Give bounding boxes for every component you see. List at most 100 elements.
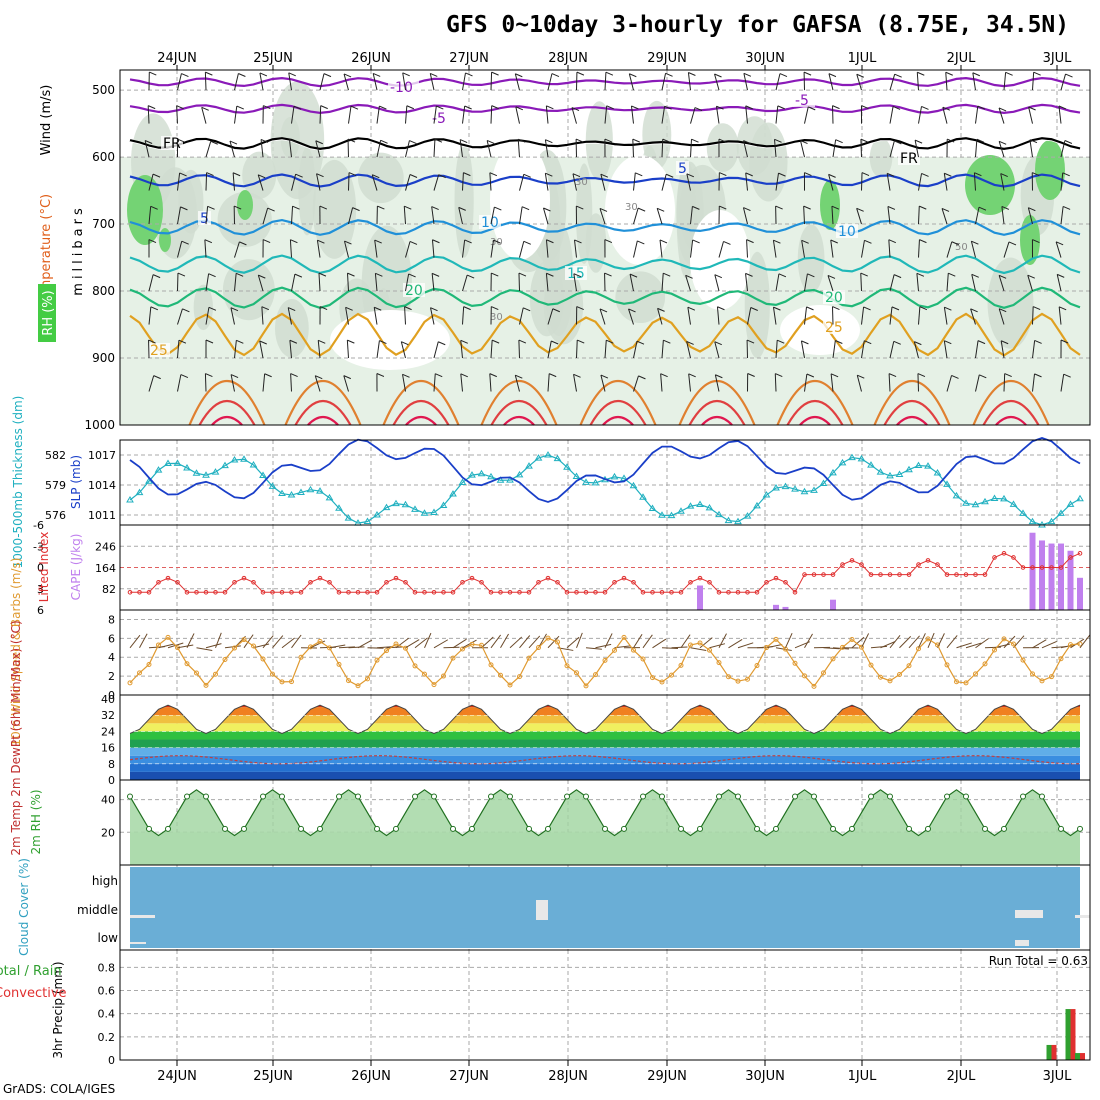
wind-barb-flag bbox=[629, 273, 638, 278]
warm-dome-contour bbox=[701, 415, 733, 426]
wind-barb-flag bbox=[258, 274, 266, 279]
wind-barb-10m bbox=[139, 633, 148, 649]
wind-barb bbox=[431, 206, 435, 225]
wind-barb bbox=[260, 139, 264, 158]
wind-barb bbox=[660, 373, 663, 392]
wind-barb-10m bbox=[785, 633, 793, 648]
wind-barb bbox=[347, 273, 349, 292]
wind-barb bbox=[462, 105, 466, 124]
thk-tick-label: 582 bbox=[45, 449, 66, 462]
wind-point bbox=[412, 663, 418, 669]
wind-barb-10m bbox=[281, 637, 295, 649]
wind-point bbox=[726, 674, 731, 680]
wind-barb-flag bbox=[577, 339, 585, 344]
wind-barb-flag bbox=[694, 107, 703, 111]
wind-barb-flag bbox=[1027, 274, 1035, 279]
wind-point bbox=[754, 663, 760, 669]
wind-barb-flag bbox=[236, 339, 244, 344]
wind-barb bbox=[830, 239, 834, 258]
wind-barb bbox=[1003, 241, 1010, 258]
wind-point bbox=[1020, 657, 1026, 663]
thickness-point bbox=[572, 472, 581, 480]
wind-barb bbox=[774, 139, 777, 158]
wind-barb-flag bbox=[548, 373, 557, 378]
wind-barb-flag bbox=[948, 272, 956, 277]
wind-point bbox=[707, 647, 712, 653]
wind-barb-flag bbox=[152, 274, 161, 279]
wind-barb-flag bbox=[315, 375, 323, 380]
wind-point bbox=[678, 662, 684, 668]
li-point bbox=[165, 575, 171, 581]
wind-point bbox=[1030, 671, 1035, 677]
wind-barb-flag bbox=[491, 272, 499, 277]
wind-barb-flag bbox=[523, 307, 531, 312]
wind-barb bbox=[1032, 340, 1036, 359]
rh-contour-label: 50 bbox=[955, 242, 968, 253]
wind-barb-flag bbox=[944, 340, 952, 345]
wind-barb bbox=[743, 73, 748, 91]
wind-barb bbox=[204, 239, 207, 258]
wind-barb-flag bbox=[573, 373, 581, 378]
wind-barb-flag bbox=[971, 273, 979, 278]
cape-bar bbox=[1039, 540, 1045, 610]
wind-tick-label: 4 bbox=[108, 651, 115, 664]
wind-barb-flag bbox=[288, 72, 296, 77]
date-label-bottom: 27JUN bbox=[449, 1069, 489, 1084]
wind-barb bbox=[232, 172, 235, 191]
rh-point bbox=[583, 793, 589, 800]
wind-point bbox=[640, 656, 646, 662]
wind-barb-flag bbox=[606, 105, 614, 110]
wind-barb-flag bbox=[574, 239, 582, 244]
wind-barb-flag bbox=[210, 140, 218, 145]
slp-tick-label: 1017 bbox=[88, 449, 116, 462]
date-label-top: 25JUN bbox=[253, 51, 293, 66]
wind-barb-flag bbox=[637, 240, 645, 245]
date-label-bottom: 28JUN bbox=[548, 1069, 588, 1084]
wind-barb bbox=[405, 241, 411, 258]
rh-shade-mid bbox=[280, 116, 300, 159]
wind-barb-flag bbox=[944, 172, 952, 177]
millibars-label: millibars bbox=[71, 204, 86, 295]
rh-contour-label: 30 bbox=[490, 237, 503, 248]
temp-tick-label: 24 bbox=[101, 725, 115, 738]
wind-barb-flag bbox=[576, 306, 584, 310]
wind-barb-flag bbox=[921, 172, 929, 177]
wind-barb-flag bbox=[604, 272, 612, 277]
wind-barb bbox=[262, 207, 269, 225]
li-point bbox=[232, 579, 237, 585]
wind-barb bbox=[572, 173, 577, 191]
wind-barb-flag bbox=[260, 138, 269, 143]
wind-barb-10m bbox=[690, 647, 707, 651]
wind-point bbox=[213, 671, 218, 677]
wind-barb-flag bbox=[972, 72, 981, 77]
wind-barb-10m bbox=[177, 644, 194, 649]
wind-point bbox=[488, 662, 494, 668]
wind-barb-flag bbox=[464, 239, 472, 244]
wind-barb-flag bbox=[401, 341, 409, 346]
temp-band bbox=[130, 739, 1080, 748]
wind-barb bbox=[576, 340, 578, 359]
wind-point bbox=[1001, 636, 1007, 642]
warm-dome-contour bbox=[188, 380, 266, 426]
wind-barb-flag bbox=[1058, 105, 1067, 110]
warm-dome-contour bbox=[284, 380, 362, 426]
wind-barb-flag bbox=[1063, 373, 1071, 378]
wind-barb-flag bbox=[688, 72, 696, 76]
precip-tick-label: 0.2 bbox=[98, 1031, 116, 1044]
rh-point bbox=[393, 825, 399, 832]
wind-barb-flag bbox=[745, 105, 753, 110]
rh-shade-mid bbox=[274, 299, 309, 358]
wind-barb-flag bbox=[546, 272, 554, 277]
wind-barb bbox=[1060, 140, 1066, 158]
precip-conv-bar bbox=[1051, 1044, 1057, 1060]
wind-barb-flag bbox=[552, 308, 560, 313]
wind-barb-flag bbox=[295, 173, 303, 178]
rh-point bbox=[1058, 825, 1064, 832]
wind-barb bbox=[177, 374, 182, 392]
wind-point bbox=[602, 657, 608, 663]
warm-dome-contour bbox=[382, 380, 460, 426]
rh-tick-label: 20 bbox=[101, 826, 115, 839]
warm-dome-contour bbox=[688, 399, 746, 426]
wind-barb bbox=[661, 106, 666, 124]
wind-barb-flag bbox=[894, 140, 902, 145]
